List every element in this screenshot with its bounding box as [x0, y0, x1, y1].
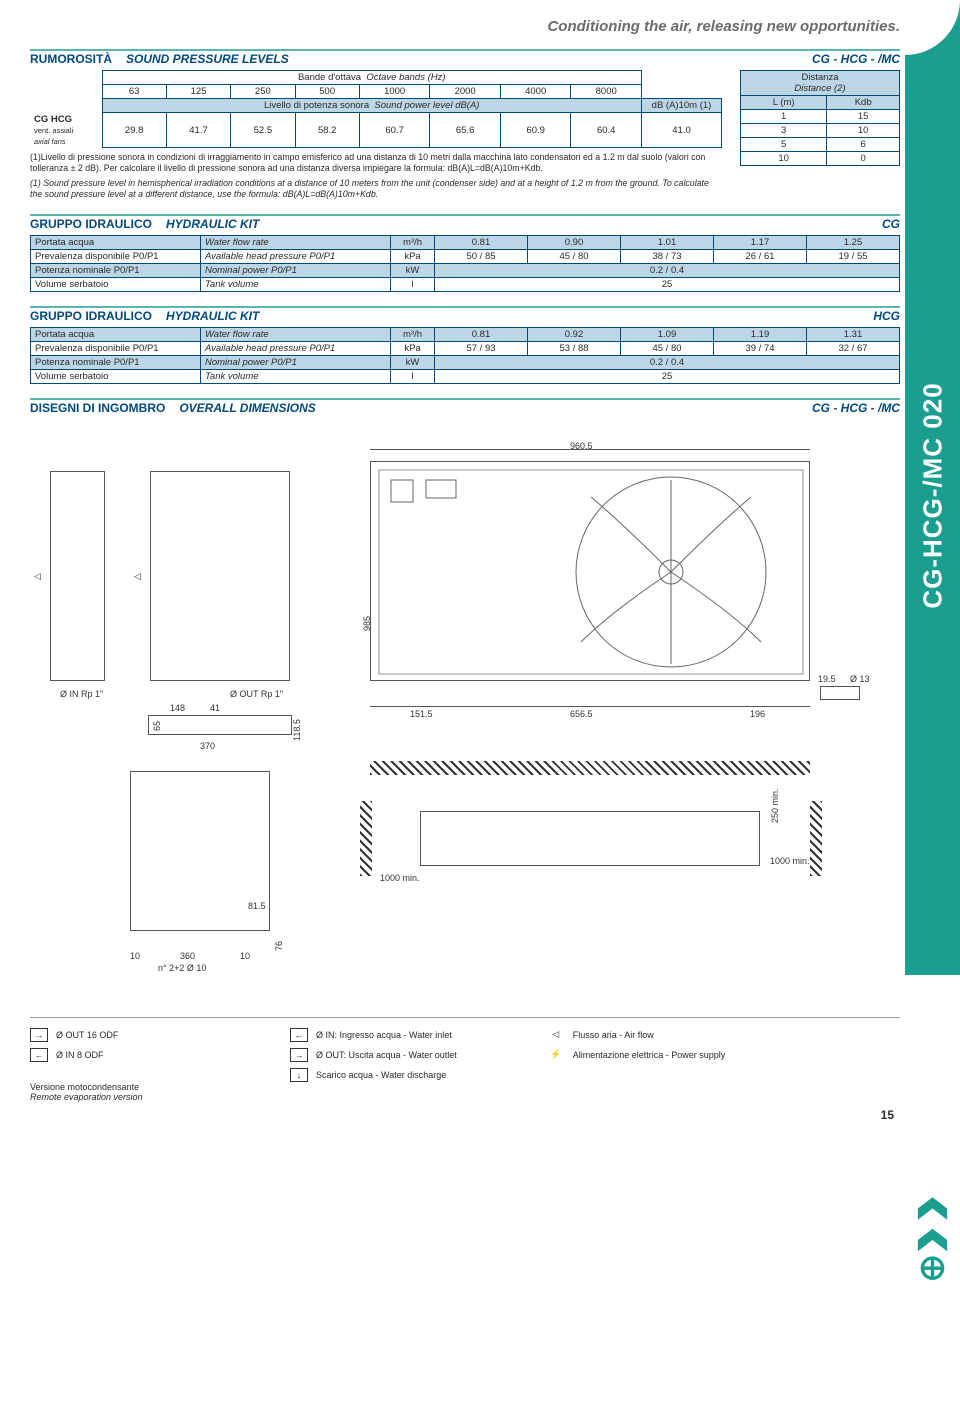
outlet-icon: →: [290, 1048, 308, 1062]
hydraulic-table-cg: Portata acquaWater flow ratem³/h 0.810.9…: [30, 235, 900, 292]
hatch-wall-top: [370, 761, 810, 775]
mta-logo-icon: [915, 1195, 950, 1285]
section-hydraulic-cg: GRUPPO IDRAULICO HYDRAULIC KIT CG Portat…: [30, 214, 900, 292]
drawing-front: [370, 461, 810, 681]
octave-table: Bande d'ottava Octave bands (Hz) 63125 2…: [30, 70, 722, 148]
arrow-left-icon: ←: [30, 1048, 48, 1062]
side-tab: CG-HCG-/MC 020: [905, 0, 960, 975]
hydraulic-table-hcg: Portata acquaWater flow ratem³/h 0.810.9…: [30, 327, 900, 384]
drawing-side-narrow: [50, 471, 105, 681]
drawings-area: 960.5 ◁ ◁: [30, 431, 900, 991]
power-icon: ⚡: [547, 1048, 565, 1062]
sound-note-it: (1)Livello di pressione sonora in condiz…: [30, 152, 722, 174]
arrow-right-icon: →: [30, 1028, 48, 1042]
model-code-vertical: CG-HCG-/MC 020: [917, 382, 948, 608]
headline-slogan: Conditioning the air, releasing new oppo…: [30, 18, 900, 35]
inlet-icon: ←: [290, 1028, 308, 1042]
airflow-icon: ◁: [547, 1028, 565, 1042]
section-sound: RUMOROSITÀ SOUND PRESSURE LEVELS CG - HC…: [30, 49, 900, 200]
drain-icon: ↓: [290, 1068, 308, 1082]
legend: →Ø OUT 16 ODF ←Ø IN 8 ODF Versione motoc…: [30, 1017, 900, 1102]
sound-title-en: SOUND PRESSURE LEVELS: [126, 52, 289, 66]
drawing-plan: [420, 811, 760, 866]
sound-code: CG - HCG - /MC: [812, 52, 900, 66]
section-dimensions: DISEGNI DI INGOMBRO OVERALL DIMENSIONS C…: [30, 398, 900, 991]
drawing-side-wide: [150, 471, 290, 681]
section-hydraulic-hcg: GRUPPO IDRAULICO HYDRAULIC KIT HCG Porta…: [30, 306, 900, 384]
sound-title-it: RUMOROSITÀ: [30, 52, 112, 66]
page-number: 15: [30, 1108, 900, 1122]
distance-table: DistanzaDistance (2) L (m)Kdb 115 310 56…: [740, 70, 900, 166]
sound-note-en: (1) Sound pressure level in hemispherica…: [30, 178, 722, 200]
